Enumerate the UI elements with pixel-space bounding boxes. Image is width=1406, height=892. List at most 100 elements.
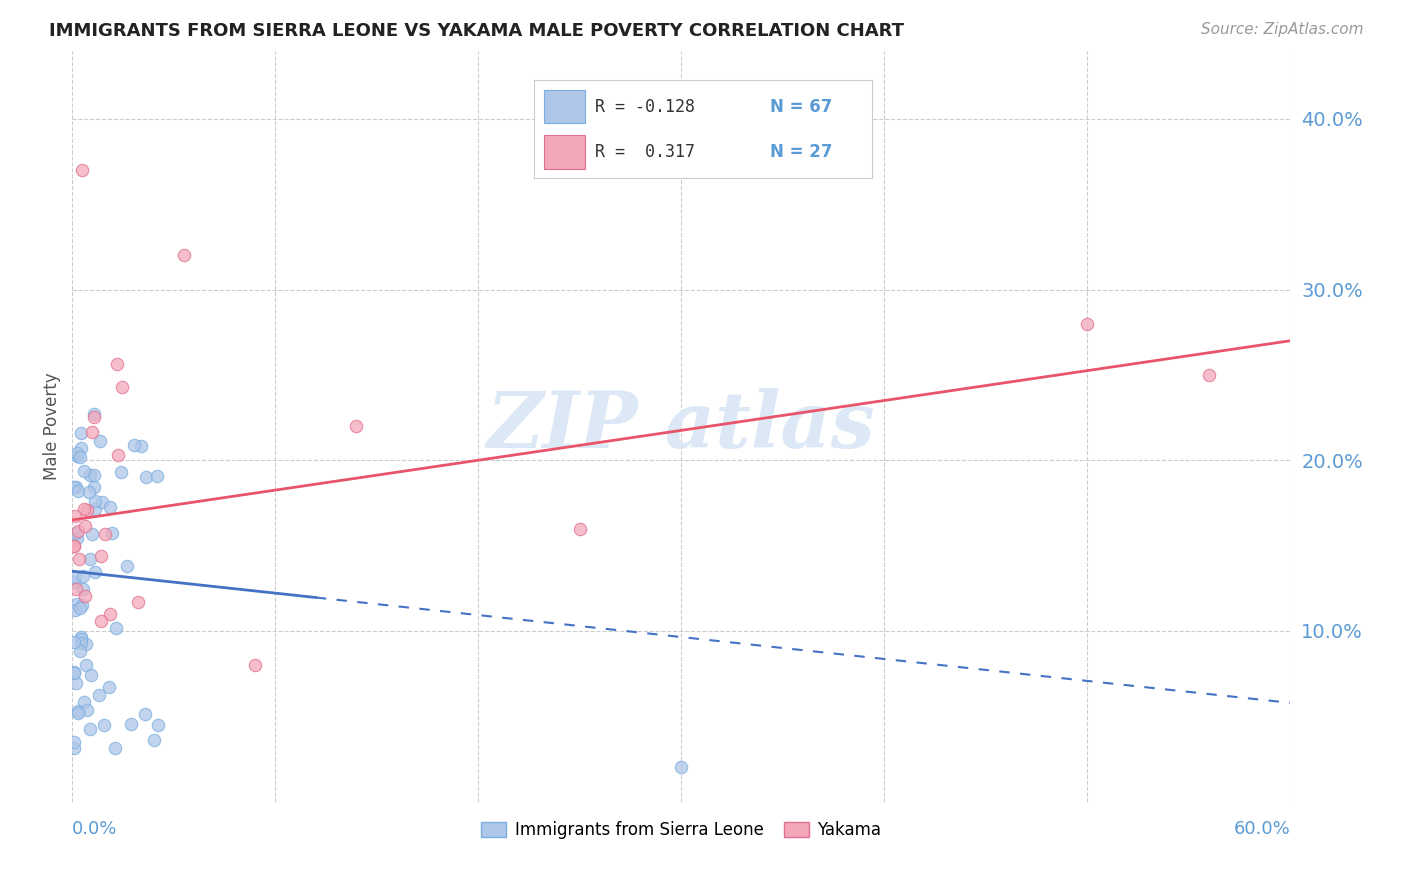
Point: [83, 407, 105, 421]
Point: [97, 680, 120, 694]
Point: [69, 441, 91, 455]
Point: [70, 631, 93, 645]
Point: [73, 464, 96, 478]
Bar: [544, 136, 585, 169]
Text: Source: ZipAtlas.com: Source: ZipAtlas.com: [1201, 22, 1364, 37]
Point: [344, 419, 367, 434]
Point: [89, 434, 111, 448]
Point: [69, 450, 91, 464]
Point: [93, 718, 115, 732]
Point: [90, 549, 112, 564]
Point: [83, 480, 105, 494]
Point: [63, 570, 86, 584]
Point: [70, 425, 93, 440]
Point: [63, 741, 86, 756]
Point: [104, 621, 127, 635]
Point: [75, 637, 97, 651]
Point: [63, 540, 86, 554]
Point: [1198, 368, 1220, 382]
Point: [73, 518, 96, 533]
Point: [63, 539, 86, 553]
Point: [82, 425, 104, 439]
Point: [129, 439, 152, 453]
Point: [67, 552, 90, 566]
Point: [63, 735, 86, 749]
Point: [77, 485, 100, 500]
Point: [146, 469, 169, 483]
Point: [67, 704, 90, 718]
Point: [75, 658, 97, 673]
Point: [134, 706, 156, 721]
Point: [87, 689, 110, 703]
Point: [146, 718, 169, 732]
Point: [69, 644, 91, 658]
Point: [65, 675, 87, 690]
Text: N = 27: N = 27: [770, 143, 832, 161]
Point: [63, 665, 86, 680]
Point: [69, 601, 91, 615]
Point: [72, 569, 94, 583]
Point: [173, 248, 195, 262]
Point: [83, 410, 105, 425]
Point: [90, 614, 112, 628]
Point: [143, 732, 166, 747]
Point: [65, 525, 87, 540]
Point: [73, 502, 96, 516]
Text: ZIP atlas: ZIP atlas: [486, 388, 876, 465]
Point: [69, 632, 91, 647]
Point: [63, 480, 86, 494]
Point: [83, 467, 105, 482]
Point: [98, 607, 121, 621]
Point: [63, 574, 86, 589]
Y-axis label: Male Poverty: Male Poverty: [44, 372, 60, 480]
Point: [73, 695, 96, 709]
Point: [79, 467, 101, 482]
Text: IMMIGRANTS FROM SIERRA LEONE VS YAKAMA MALE POVERTY CORRELATION CHART: IMMIGRANTS FROM SIERRA LEONE VS YAKAMA M…: [49, 22, 904, 40]
Point: [70, 598, 93, 612]
Text: N = 67: N = 67: [770, 98, 832, 116]
Point: [669, 760, 692, 774]
Point: [93, 527, 115, 541]
Point: [63, 508, 86, 523]
Point: [115, 559, 138, 574]
Bar: [544, 90, 585, 123]
Point: [66, 531, 89, 545]
Point: [568, 522, 591, 536]
Point: [135, 469, 157, 483]
Text: 0.0%: 0.0%: [72, 821, 118, 838]
Point: [127, 594, 149, 608]
Point: [83, 502, 105, 516]
Point: [72, 163, 94, 178]
Point: [66, 524, 89, 539]
Legend: Immigrants from Sierra Leone, Yakama: Immigrants from Sierra Leone, Yakama: [475, 814, 887, 846]
Point: [76, 503, 98, 517]
Point: [63, 635, 86, 649]
Text: R = -0.128: R = -0.128: [595, 98, 695, 116]
Point: [120, 717, 142, 731]
Text: R =  0.317: R = 0.317: [595, 143, 695, 161]
Point: [1076, 317, 1098, 331]
Point: [79, 551, 101, 566]
Point: [66, 446, 89, 460]
Text: 60.0%: 60.0%: [1233, 821, 1291, 838]
Point: [110, 465, 132, 479]
Point: [63, 665, 86, 680]
Point: [104, 741, 127, 756]
Point: [111, 379, 134, 393]
Point: [107, 448, 129, 462]
Point: [65, 603, 87, 617]
Point: [66, 706, 89, 720]
Point: [80, 667, 103, 681]
Point: [70, 636, 93, 650]
Point: [66, 598, 89, 612]
Point: [65, 582, 87, 597]
Point: [79, 722, 101, 736]
Point: [66, 483, 89, 498]
Point: [243, 658, 266, 673]
Point: [105, 357, 128, 371]
Point: [76, 702, 98, 716]
Point: [124, 437, 146, 451]
Point: [98, 500, 121, 514]
Point: [91, 494, 114, 508]
Point: [73, 589, 96, 603]
